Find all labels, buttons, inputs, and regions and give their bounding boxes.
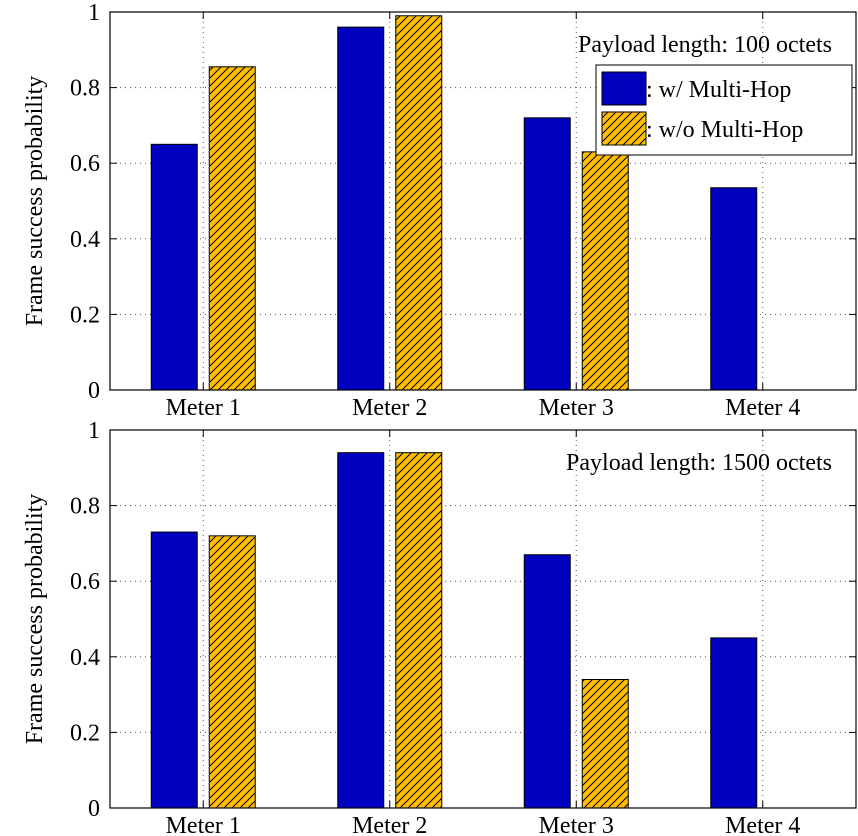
bar-without-multihop — [395, 15, 443, 391]
bar-without-multihop — [208, 535, 256, 809]
x-tick-label: Meter 4 — [725, 813, 800, 836]
bar-without-multihop — [581, 151, 629, 391]
plot-frame — [109, 11, 857, 391]
y-tick-label: 0 — [88, 378, 100, 404]
plot-frame — [109, 429, 857, 809]
bar-with-multihop — [710, 187, 758, 391]
legend-swatch — [601, 71, 647, 106]
bar-with-multihop — [337, 26, 385, 391]
y-tick-label: 0 — [88, 796, 100, 822]
x-tick-label: Meter 1 — [166, 813, 241, 836]
y-tick-label: 0.2 — [70, 720, 100, 746]
legend-label: : w/o Multi-Hop — [646, 117, 803, 143]
payload-annotation: Payload length: 100 octets — [578, 32, 832, 58]
bar-with-multihop — [523, 554, 571, 809]
y-tick-label: 0.6 — [70, 569, 100, 595]
y-tick-label: 0.8 — [70, 494, 100, 520]
y-axis-label: Frame success probability — [22, 494, 48, 745]
y-tick-label: 0.8 — [70, 76, 100, 102]
bar-with-multihop — [710, 637, 758, 809]
x-tick-label: Meter 3 — [539, 813, 614, 836]
x-tick-label: Meter 1 — [166, 395, 241, 421]
legend-swatch — [601, 111, 647, 146]
bar-without-multihop — [395, 452, 443, 809]
bar-with-multihop — [150, 143, 198, 391]
x-tick-label: Meter 4 — [725, 395, 800, 421]
bar-with-multihop — [523, 117, 571, 391]
y-tick-label: 0.4 — [70, 227, 100, 253]
legend-label: : w/ Multi-Hop — [646, 77, 791, 103]
bar-without-multihop — [581, 678, 629, 809]
payload-annotation: Payload length: 1500 octets — [566, 450, 832, 476]
x-tick-label: Meter 3 — [539, 395, 614, 421]
y-tick-label: 0.6 — [70, 151, 100, 177]
y-tick-label: 0.2 — [70, 302, 100, 328]
subplot-1: 0 0.2 0.4 0.6 0.8 1 Meter 1 Meter 2 Meter 3 Meter… — [22, 0, 857, 421]
subplots: 0 0.2 0.4 0.6 0.8 1 Meter 1 Meter 2 Meter 3 Meter… — [22, 0, 857, 836]
y-tick-label: 1 — [88, 418, 100, 444]
x-tick-label: Meter 2 — [352, 395, 427, 421]
bar-without-multihop — [208, 66, 256, 391]
x-tick-label: Meter 2 — [352, 813, 427, 836]
bar-with-multihop — [337, 452, 385, 809]
subplot-2: 0 0.2 0.4 0.6 0.8 1 Meter 1 Meter 2 Meter 3 Meter… — [22, 418, 857, 836]
y-axis-label: Frame success probability — [22, 76, 48, 327]
bar-with-multihop — [150, 531, 198, 809]
y-tick-label: 0.4 — [70, 645, 100, 671]
y-tick-label: 1 — [88, 0, 100, 26]
